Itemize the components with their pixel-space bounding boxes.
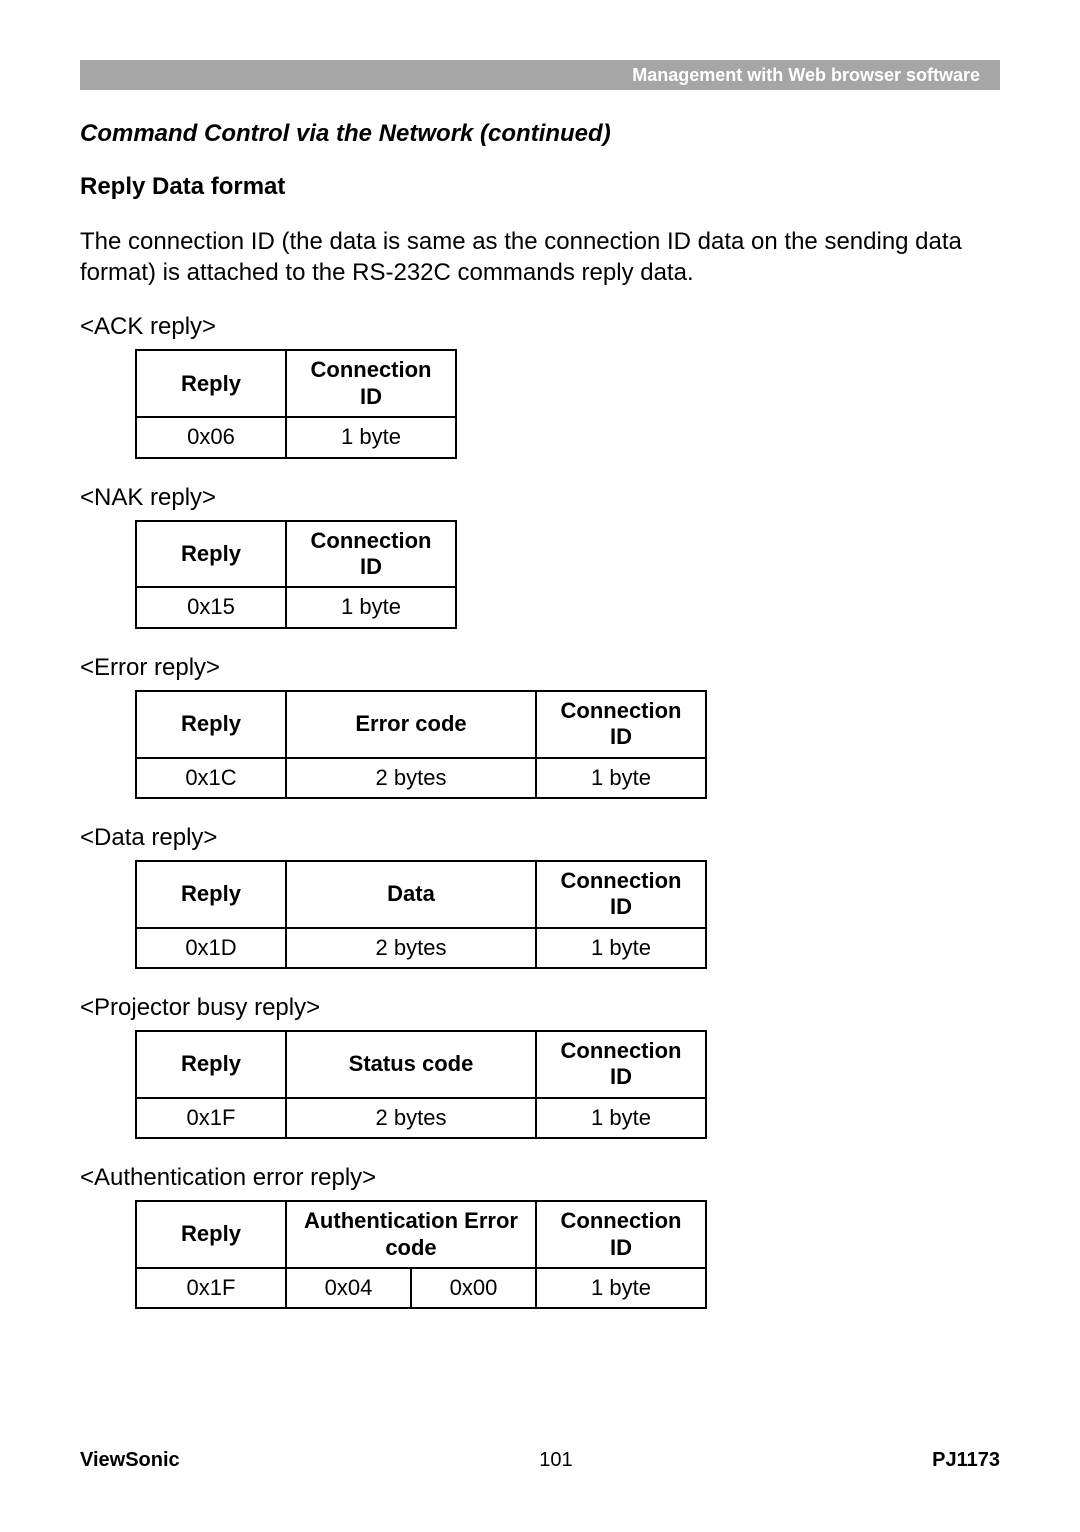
cell-connection-id: 1 byte xyxy=(536,928,706,968)
data-reply-table: Reply Data Connection ID 0x1D 2 bytes 1 … xyxy=(135,860,707,969)
col-reply: Reply xyxy=(136,691,286,758)
col-reply: Reply xyxy=(136,1201,286,1268)
table-row: 0x1F 0x04 0x00 1 byte xyxy=(136,1268,706,1308)
footer-page-number: 101 xyxy=(539,1449,572,1472)
cell-reply: 0x1C xyxy=(136,758,286,798)
nak-reply-label: <NAK reply> xyxy=(80,484,1000,512)
col-reply: Reply xyxy=(136,521,286,588)
footer-brand: ViewSonic xyxy=(80,1449,180,1472)
auth-error-reply-label: <Authentication error reply> xyxy=(80,1164,1000,1192)
cell-reply: 0x1D xyxy=(136,928,286,968)
section-header-text: Management with Web browser software xyxy=(632,65,980,86)
table-header-row: Reply Connection ID xyxy=(136,521,456,588)
cell-connection-id: 1 byte xyxy=(286,587,456,627)
data-reply-label: <Data reply> xyxy=(80,824,1000,852)
col-reply: Reply xyxy=(136,861,286,928)
footer-model: PJ1173 xyxy=(932,1449,1000,1472)
cell-reply: 0x15 xyxy=(136,587,286,627)
cell-auth-code-1: 0x04 xyxy=(286,1268,411,1308)
table-header-row: Reply Connection ID xyxy=(136,350,456,417)
table-row: 0x06 1 byte xyxy=(136,417,456,457)
cell-auth-code-2: 0x00 xyxy=(411,1268,536,1308)
cell-status-code: 2 bytes xyxy=(286,1098,536,1138)
error-reply-label: <Error reply> xyxy=(80,654,1000,682)
auth-error-reply-table: Reply Authentication Error code Connecti… xyxy=(135,1200,707,1309)
intro-paragraph: The connection ID (the data is same as t… xyxy=(80,226,1000,288)
cell-connection-id: 1 byte xyxy=(536,1098,706,1138)
section-header-bar: Management with Web browser software xyxy=(80,60,1000,90)
table-row: 0x1D 2 bytes 1 byte xyxy=(136,928,706,968)
col-data: Data xyxy=(286,861,536,928)
table-header-row: Reply Status code Connection ID xyxy=(136,1031,706,1098)
cell-data: 2 bytes xyxy=(286,928,536,968)
table-row: 0x1F 2 bytes 1 byte xyxy=(136,1098,706,1138)
col-error-code: Error code xyxy=(286,691,536,758)
cell-error-code: 2 bytes xyxy=(286,758,536,798)
col-connection-id: Connection ID xyxy=(286,521,456,588)
cell-reply: 0x1F xyxy=(136,1268,286,1308)
col-connection-id: Connection ID xyxy=(536,861,706,928)
col-connection-id: Connection ID xyxy=(536,1031,706,1098)
nak-reply-table: Reply Connection ID 0x15 1 byte xyxy=(135,520,457,629)
table-header-row: Reply Authentication Error code Connecti… xyxy=(136,1201,706,1268)
busy-reply-label: <Projector busy reply> xyxy=(80,994,1000,1022)
page-subtitle: Reply Data format xyxy=(80,173,1000,201)
table-row: 0x1C 2 bytes 1 byte xyxy=(136,758,706,798)
cell-connection-id: 1 byte xyxy=(536,758,706,798)
cell-reply: 0x06 xyxy=(136,417,286,457)
table-header-row: Reply Error code Connection ID xyxy=(136,691,706,758)
busy-reply-table: Reply Status code Connection ID 0x1F 2 b… xyxy=(135,1030,707,1139)
page-title: Command Control via the Network (continu… xyxy=(80,120,1000,148)
col-connection-id: Connection ID xyxy=(286,350,456,417)
cell-connection-id: 1 byte xyxy=(286,417,456,457)
page-footer: ViewSonic 101 PJ1173 xyxy=(80,1449,1000,1472)
col-reply: Reply xyxy=(136,1031,286,1098)
table-row: 0x15 1 byte xyxy=(136,587,456,627)
table-header-row: Reply Data Connection ID xyxy=(136,861,706,928)
col-connection-id: Connection ID xyxy=(536,691,706,758)
ack-reply-table: Reply Connection ID 0x06 1 byte xyxy=(135,349,457,458)
error-reply-table: Reply Error code Connection ID 0x1C 2 by… xyxy=(135,690,707,799)
cell-connection-id: 1 byte xyxy=(536,1268,706,1308)
ack-reply-label: <ACK reply> xyxy=(80,313,1000,341)
cell-reply: 0x1F xyxy=(136,1098,286,1138)
col-connection-id: Connection ID xyxy=(536,1201,706,1268)
col-status-code: Status code xyxy=(286,1031,536,1098)
col-auth-error-code: Authentication Error code xyxy=(286,1201,536,1268)
col-reply: Reply xyxy=(136,350,286,417)
